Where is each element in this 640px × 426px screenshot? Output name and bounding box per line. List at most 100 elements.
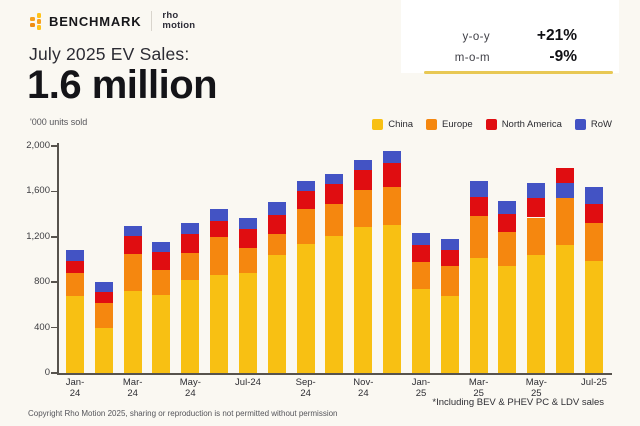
bar-segment-north-america-feb-25 [440,249,459,266]
y-tick [51,281,57,283]
bar-segment-row-mar-25 [469,181,488,198]
logo-divider [151,11,153,32]
y-tick [51,372,57,374]
legend-item-north-america: North America [485,119,562,130]
stat-row-mom: m-o-m -9% [401,48,619,69]
chart-footnote: *Including BEV & PHEV PC & LDV sales [432,397,604,408]
bar-segment-row-jan-25 [411,232,430,245]
x-tick-label-mar-24: Mar- 24 [122,377,143,400]
benchmark-logo-icon [30,12,43,31]
bar-segment-china-jan-24 [66,295,84,373]
y-tick [51,326,57,329]
stat-label-yoy: y-o-y [462,31,490,43]
bar-segment-europe-jan-24 [66,273,84,296]
bar-segment-row-jun-24 [210,208,229,221]
x-tick-label-jan-24: Jan- 24 [65,377,85,400]
bar-segment-europe-oct-24 [325,204,344,236]
bar-segment-china-apr-24 [152,294,171,373]
stats-underline [424,71,613,74]
bar-segment-north-america-jan-24 [66,260,84,274]
bar-segment-europe-dec-24 [383,187,402,225]
bar-segment-europe-may-25 [527,217,546,255]
bar-segment-row-feb-24 [94,281,113,292]
bar-segment-europe-mar-25 [469,215,488,258]
bar-segment-north-america-jan-25 [411,244,430,263]
legend-label: Europe [442,119,473,130]
bar-segment-row-jul-25 [584,187,603,204]
stat-value-mom: -9% [549,48,577,65]
bar-segment-china-feb-25 [440,295,459,373]
x-tick-label-mar-25: Mar- 25 [468,377,489,400]
x-axis-line [57,372,612,375]
bar-segment-europe-nov-24 [354,189,373,228]
bar-segment-china-may-25 [527,254,546,373]
bar-segment-china-jul-25 [584,261,603,373]
bar-segment-north-america-mar-25 [469,197,488,216]
benchmark-wordmark: BENCHMARK [49,13,142,29]
brand-header: BENCHMARK rho motion [30,10,196,32]
rhomotion-line1: rho [162,10,179,21]
bar-segment-north-america-oct-24 [325,184,344,205]
bar-segment-europe-may-24 [181,252,200,280]
bar-segment-north-america-sep-24 [296,191,315,209]
stat-row-yoy: y-o-y +21% [401,27,619,48]
legend-item-row: RoW [574,119,612,130]
bar-segment-row-aug-24 [267,202,286,215]
bar-segment-north-america-apr-24 [152,251,171,270]
bar-segment-europe-jan-25 [411,262,430,289]
bar-segment-europe-apr-24 [152,269,171,295]
bar-segment-north-america-nov-24 [354,169,373,190]
legend-swatch-china [372,119,384,130]
y-tick [51,190,57,193]
bar-segment-row-oct-24 [325,173,344,184]
legend-item-europe: Europe [426,119,473,130]
legend-label: RoW [590,119,612,130]
bar-segment-north-america-may-25 [527,198,546,218]
bar-segment-row-jul-24 [238,217,257,230]
legend-label: China [388,119,414,130]
bar-segment-row-apr-25 [498,201,517,214]
bar-segment-row-may-24 [181,223,200,234]
bar-segment-north-america-aug-24 [267,214,286,234]
x-tick-label-jul-24: Jul-24 [235,377,261,388]
bar-segment-china-nov-24 [354,227,373,373]
legend-label: North America [501,119,562,130]
x-tick-label-jul-25: Jul-25 [581,377,607,388]
y-tick [51,236,57,238]
legend: China Europe North America RoW [372,119,612,130]
legend-item-china: China [372,119,413,130]
x-tick-label-may-25: May- 25 [525,377,547,400]
bar-segment-north-america-may-24 [181,233,200,253]
y-tick-label: 400 [34,321,50,333]
bar-segment-row-may-25 [527,183,546,199]
bar-segment-china-dec-24 [383,224,402,373]
bar-segment-row-jun-25 [556,182,575,199]
bar-segment-china-aug-24 [267,254,286,373]
y-tick-label: 800 [34,276,50,288]
bar-segment-europe-jun-25 [556,198,575,245]
bar-segment-row-feb-25 [440,238,459,250]
headline-value: 1.6 million [27,63,218,107]
bar-segment-row-apr-24 [152,242,171,252]
bar-segment-europe-mar-24 [123,253,142,292]
stat-label-mom: m-o-m [454,52,490,64]
bar-segment-europe-jul-25 [584,222,603,262]
y-tick-label: 0 [44,367,50,378]
bar-segment-north-america-feb-24 [94,291,113,304]
bar-segment-row-jan-24 [66,249,84,261]
bar-segment-china-jun-25 [556,244,575,373]
legend-swatch-north-america [485,119,497,130]
bar-segment-north-america-jul-24 [238,229,257,248]
bar-segment-north-america-jun-24 [210,220,229,237]
bar-segment-china-oct-24 [325,235,344,373]
bar-segment-row-dec-24 [383,150,402,164]
bar-segment-china-may-24 [181,279,200,373]
rhomotion-line2: motion [162,20,196,32]
bar-segment-row-mar-24 [123,226,142,237]
bar-segment-north-america-dec-24 [383,163,402,188]
x-tick-label-nov-24: Nov- 24 [353,377,374,400]
bar-segment-europe-apr-25 [498,232,517,267]
bar-segment-china-mar-25 [469,257,488,373]
bar-segment-north-america-jul-25 [584,203,603,223]
